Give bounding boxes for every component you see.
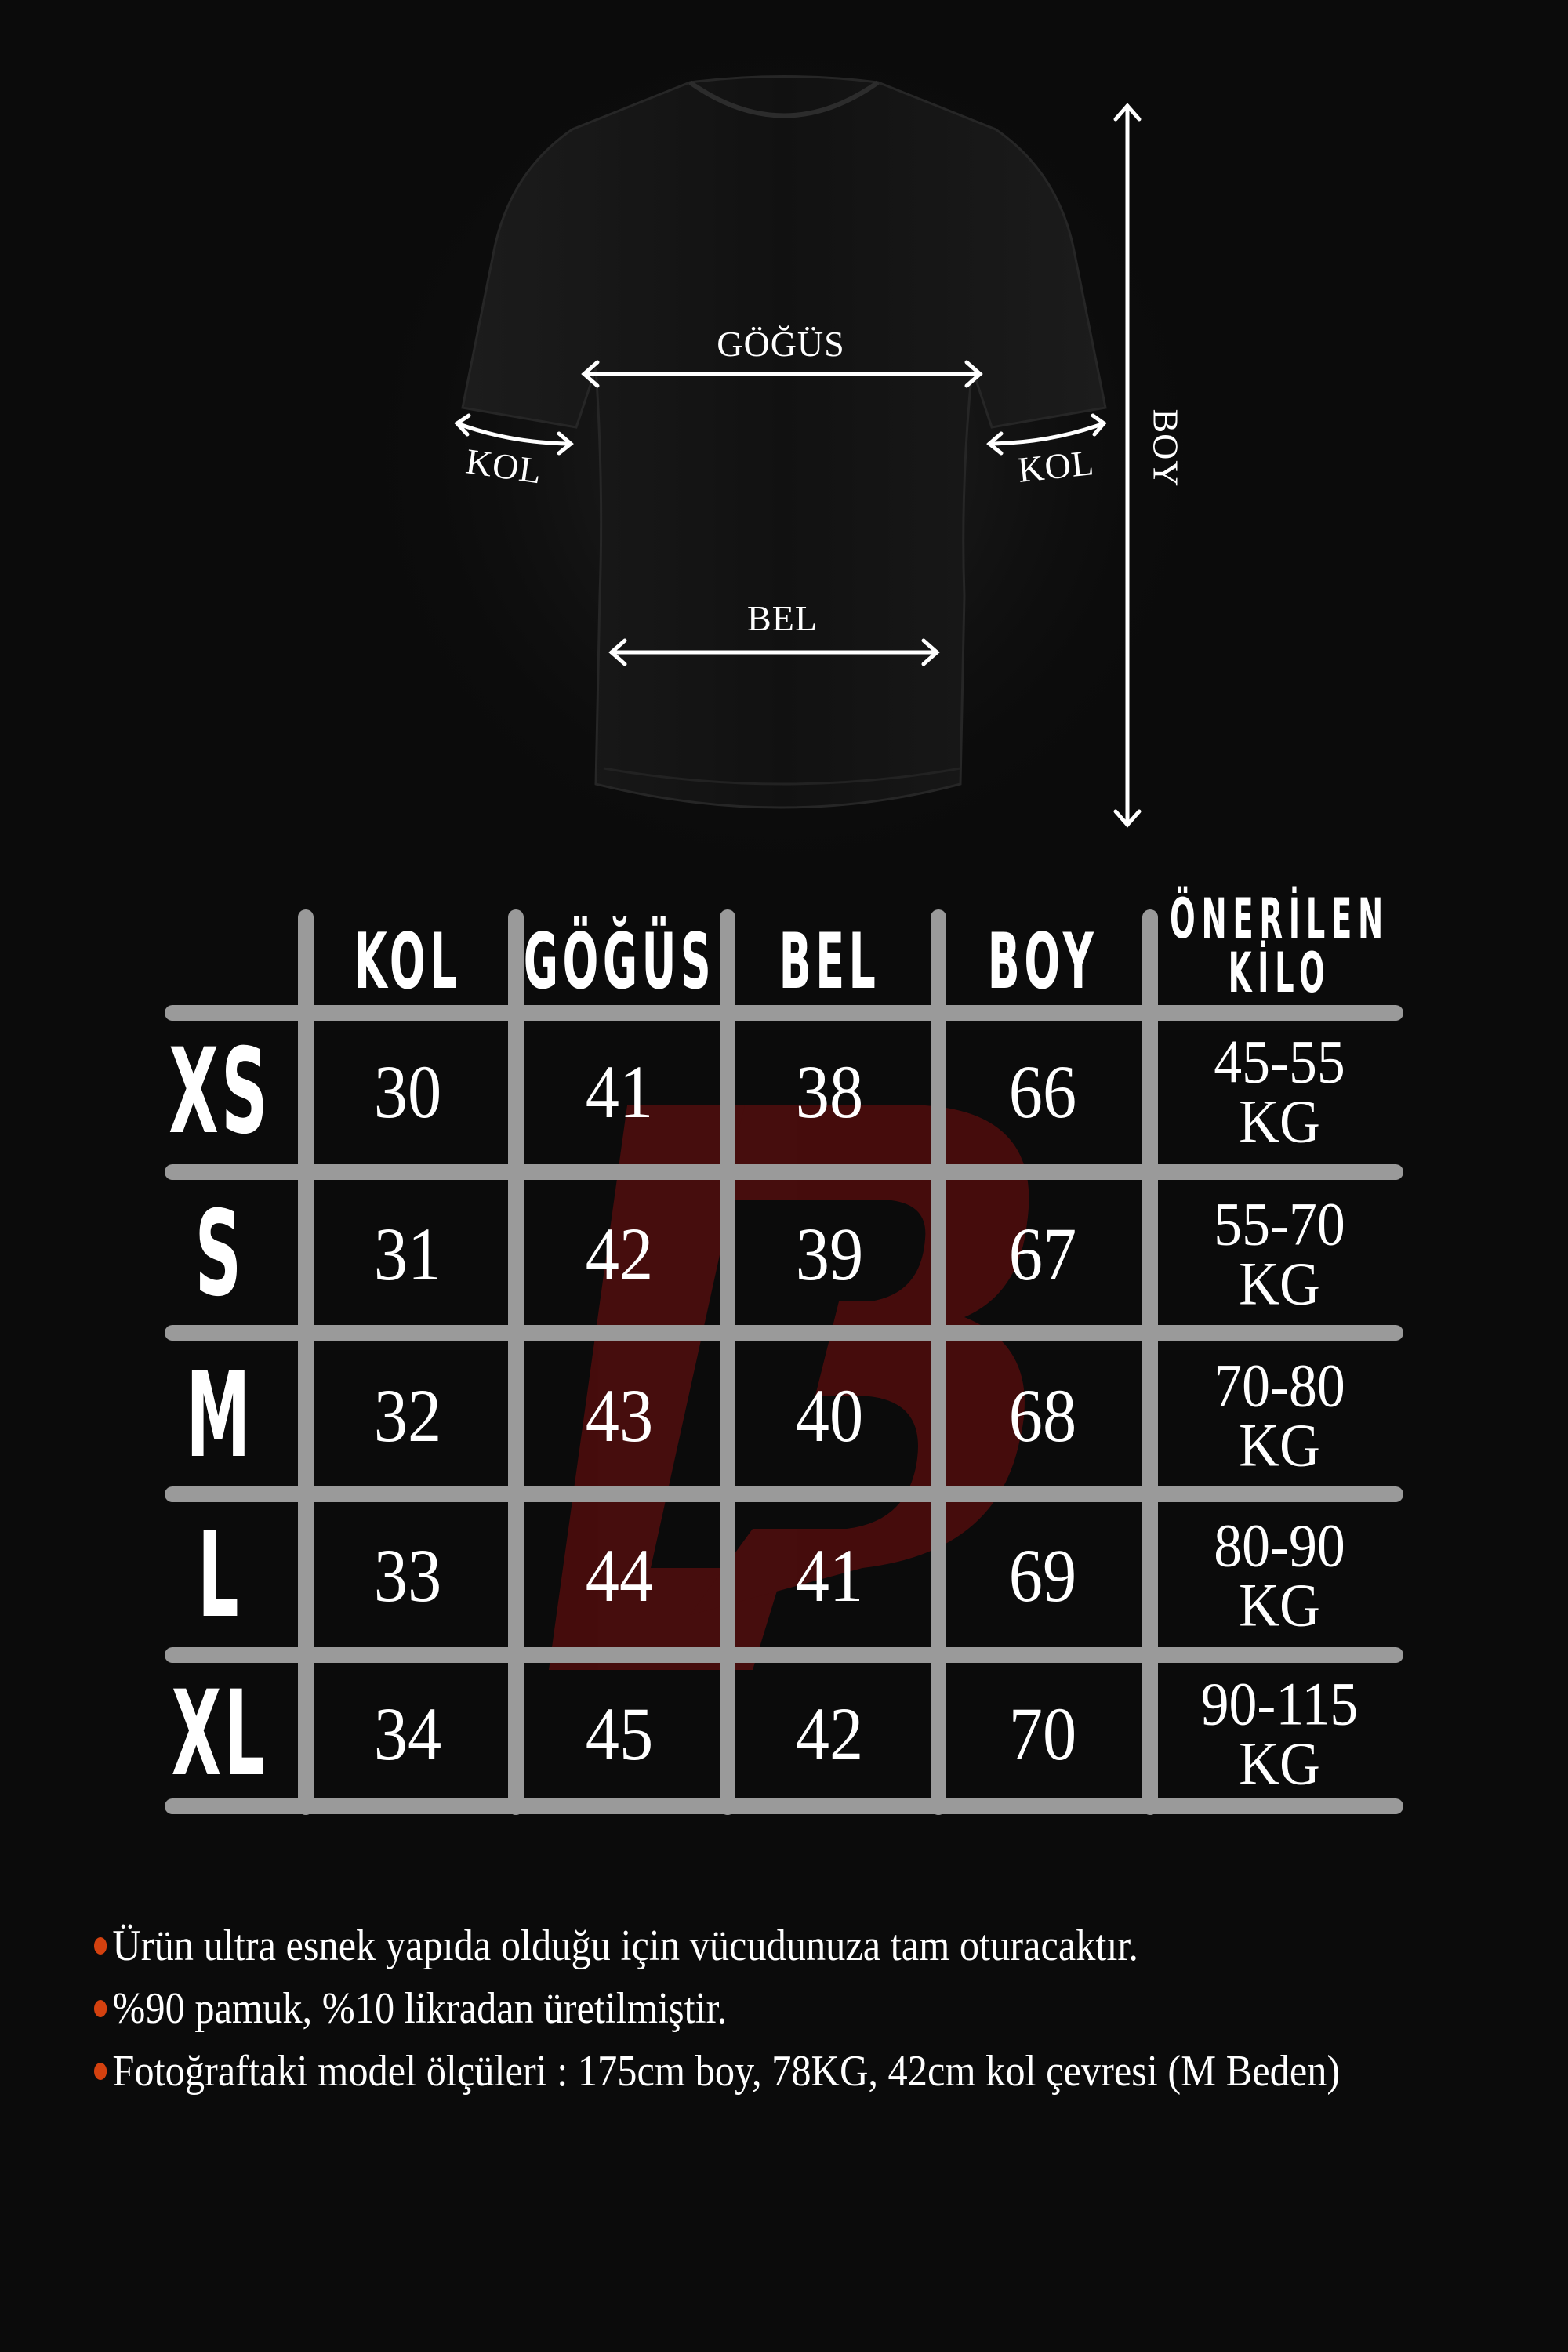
header-kol: KOL (354, 917, 462, 1007)
table-cell: 70 (1008, 1692, 1077, 1776)
grid-row-divider (165, 1798, 1403, 1814)
table-cell: 45 (585, 1692, 654, 1776)
grid-column-divider (931, 909, 946, 1815)
weight-range: 55-70 (1214, 1189, 1345, 1258)
size-label: XS (169, 1024, 270, 1160)
table-cell: 66 (1008, 1050, 1077, 1134)
recommended-weight-cell: 55-70 KG (1214, 1189, 1345, 1318)
bullet-icon (94, 1937, 107, 1955)
note-text: %90 pamuk, %10 likradan üretilmiştir. (112, 1984, 728, 2033)
header-gogus: GÖĞÜS (523, 917, 716, 1007)
grid-row-divider (165, 1164, 1403, 1180)
header-boy: BOY (987, 917, 1098, 1007)
note-item: %90 pamuk, %10 likradan üretilmiştir. (94, 1984, 727, 2034)
chest-arrow (581, 360, 983, 388)
bullet-icon (94, 2063, 107, 2080)
table-cell: 42 (585, 1212, 654, 1296)
right-sleeve-label: KOL (1015, 442, 1097, 490)
size-label: XL (171, 1666, 268, 1802)
measurement-arrows (454, 103, 1142, 828)
weight-range: 70-80 (1214, 1351, 1345, 1420)
waist-label: BEL (747, 598, 818, 638)
recommended-weight-cell: 90-115 KG (1200, 1669, 1359, 1798)
table-cell: 33 (373, 1534, 442, 1617)
recommended-weight-cell: 70-80 KG (1214, 1351, 1345, 1479)
table-cell: 69 (1008, 1534, 1077, 1617)
weight-unit: KG (1239, 1571, 1320, 1639)
chest-label: GÖĞÜS (717, 324, 845, 364)
size-label: M (186, 1348, 253, 1484)
table-cell: 41 (795, 1534, 864, 1617)
grid-row-divider (165, 1486, 1403, 1502)
table-cell: 42 (795, 1692, 864, 1776)
note-item: Ürün ultra esnek yapıda olduğu için vücu… (94, 1921, 1138, 1971)
table-cell: 68 (1008, 1374, 1077, 1457)
length-arrow (1113, 103, 1142, 828)
table-cell: 34 (373, 1692, 442, 1776)
grid-column-divider (1142, 909, 1158, 1815)
grid-column-divider (508, 909, 524, 1815)
table-cell: 43 (585, 1374, 654, 1457)
header-recommended-weight: ÖNERİLEN KİLO (1170, 887, 1389, 1005)
grid-column-divider (720, 909, 735, 1815)
grid-column-divider (298, 909, 314, 1815)
header-weight-line2: KİLO (1228, 940, 1331, 1005)
shirt-illustration (345, 16, 1223, 878)
left-sleeve-arrow (454, 413, 574, 456)
table-cell: 30 (373, 1050, 442, 1134)
weight-unit: KG (1239, 1411, 1320, 1479)
weight-range: 90-115 (1200, 1669, 1359, 1738)
table-cell: 32 (373, 1374, 442, 1457)
weight-unit: KG (1239, 1730, 1320, 1798)
length-label: BOY (1145, 408, 1186, 488)
recommended-weight-cell: 45-55 KG (1214, 1027, 1345, 1156)
note-item: Fotoğraftaki model ölçüleri : 175cm boy,… (94, 2046, 1340, 2096)
weight-range: 80-90 (1214, 1511, 1345, 1580)
note-text: Fotoğraftaki model ölçüleri : 175cm boy,… (112, 2047, 1341, 2096)
table-cell: 39 (795, 1212, 864, 1296)
header-bel: BEL (779, 917, 880, 1007)
grid-row-divider (165, 1325, 1403, 1341)
weight-range: 45-55 (1214, 1027, 1345, 1096)
bullet-icon (94, 2000, 107, 2017)
waist-arrow (608, 638, 940, 666)
table-cell: 40 (795, 1374, 864, 1457)
table-cell: 44 (585, 1534, 654, 1617)
note-text: Ürün ultra esnek yapıda olduğu için vücu… (112, 1922, 1139, 1970)
recommended-weight-cell: 80-90 KG (1214, 1511, 1345, 1639)
table-cell: 41 (585, 1050, 654, 1134)
header-weight-line1: ÖNERİLEN (1170, 887, 1389, 951)
weight-unit: KG (1239, 1087, 1320, 1156)
table-cell: 38 (795, 1050, 864, 1134)
right-sleeve-arrow (986, 413, 1107, 456)
grid-row-divider (165, 1647, 1403, 1663)
grid-row-divider (165, 1005, 1403, 1021)
table-cell: 31 (373, 1212, 442, 1296)
weight-unit: KG (1239, 1250, 1320, 1318)
size-label: S (194, 1186, 245, 1323)
table-cell: 67 (1008, 1212, 1077, 1296)
size-label: L (198, 1508, 241, 1644)
